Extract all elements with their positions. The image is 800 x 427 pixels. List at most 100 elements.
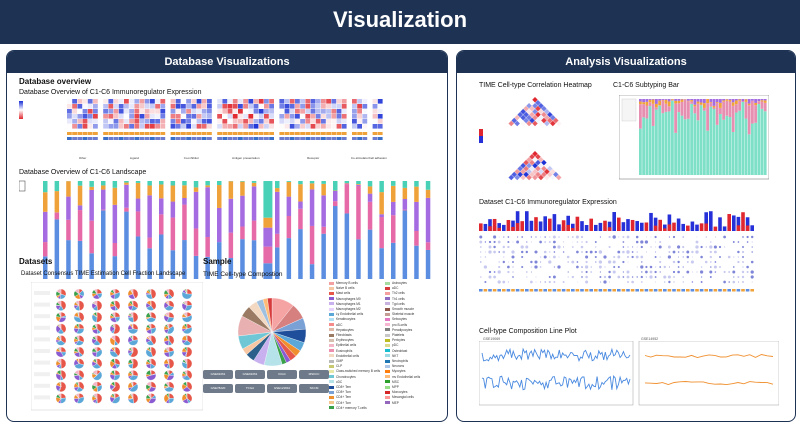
landscape-bar-segment — [333, 181, 338, 191]
fraction-pie-slice — [91, 351, 98, 358]
correlation-cell — [532, 102, 538, 109]
sample-button[interactable]: MSKCC — [299, 370, 329, 379]
correlation-cell — [541, 171, 547, 178]
subtype-bar-segment — [709, 101, 713, 103]
correlation-cell — [526, 174, 532, 181]
subtype-bar-segment — [760, 100, 764, 102]
landscape-bar-segment — [66, 181, 71, 197]
sample-button[interactable]: TCGA — [235, 384, 265, 393]
legend-entry: Chondrocytes — [329, 375, 356, 379]
expression-annotation-cell — [690, 289, 695, 292]
landscape-bar-segment — [205, 187, 210, 238]
fraction-pie-slice — [78, 323, 85, 330]
legend-label: mv Endothelial cells — [392, 374, 421, 379]
heatmap-category-label: Ligand — [130, 156, 139, 160]
expression-dot — [493, 250, 496, 254]
expression-dot — [480, 261, 482, 263]
expression-dot — [751, 251, 753, 253]
heatmap-cell — [186, 104, 191, 109]
expression-dot — [566, 255, 570, 259]
subtype-bar-segment — [731, 105, 735, 133]
expression-annotation-cell — [630, 289, 635, 292]
fraction-pie-slice — [165, 312, 170, 318]
sample-button[interactable]: GSE91061 — [203, 370, 233, 379]
heatmap-cell — [377, 99, 383, 104]
expression-dot — [520, 250, 524, 254]
landscape-bar-segment — [101, 210, 106, 279]
heatmap-cell — [77, 114, 83, 119]
heatmap-cell — [253, 119, 259, 124]
heatmap-cell — [67, 109, 72, 114]
landscape-bar-segment — [344, 181, 350, 184]
expression-top-bar — [704, 223, 708, 231]
heatmap-cell — [201, 99, 207, 104]
expression-annotation-cell — [663, 289, 667, 292]
landscape-bar-segment — [54, 219, 60, 279]
line-plot-left-frame — [479, 341, 634, 406]
expression-dot — [672, 235, 676, 239]
expression-dot — [562, 251, 565, 253]
pie-grid-row-label — [34, 372, 50, 377]
expression-dot — [571, 275, 574, 279]
expression-dot — [677, 260, 680, 264]
correlation-cell — [511, 171, 517, 178]
line-series — [481, 375, 631, 391]
expression-dot — [668, 236, 670, 238]
heatmap-annotation-cell — [269, 137, 274, 140]
expression-dot — [521, 236, 524, 238]
subtype-bar-segment — [687, 118, 690, 175]
correlation-cell — [544, 108, 550, 115]
heatmap-annotation-cell — [279, 137, 285, 140]
heatmap-cell — [186, 119, 191, 124]
expression-dot — [599, 236, 602, 238]
correlation-cell — [550, 120, 556, 127]
legend-entry: Th2 cells — [385, 291, 405, 295]
expression-dot — [659, 240, 662, 244]
heatmap-cell — [352, 114, 357, 119]
legend-label: Macrophages M2 — [336, 307, 361, 311]
expression-top-bar — [617, 217, 621, 231]
landscape-bar-segment — [228, 198, 234, 233]
expression-dot — [581, 271, 583, 273]
sample-button[interactable]: GSE121810 — [267, 384, 297, 393]
expression-dot — [544, 241, 547, 243]
expression-dot — [608, 235, 611, 239]
heatmap-annotation-cell — [269, 132, 274, 135]
expression-dot — [503, 256, 505, 258]
expression-top-bar — [745, 225, 750, 231]
heatmap-cell — [108, 109, 114, 114]
sample-button[interactable]: GSE91061 — [235, 370, 265, 379]
heatmap-cell — [300, 124, 305, 129]
subtype-bar-segment — [703, 107, 706, 111]
correlation-cell — [556, 120, 562, 127]
expression-dot — [553, 266, 555, 268]
expression-dot — [710, 241, 712, 243]
correlation-cell — [553, 117, 559, 124]
expression-annotation-cell — [709, 289, 713, 292]
expression-dot — [581, 276, 583, 278]
expression-dot — [585, 270, 588, 274]
landscape-bar-segment — [124, 184, 129, 208]
correlation-cell — [532, 162, 538, 169]
expression-dot — [571, 260, 575, 264]
heatmap-cell — [108, 124, 114, 129]
expression-dot — [488, 245, 492, 249]
sample-button[interactable]: ICGC — [267, 370, 297, 379]
heatmap-cell — [238, 119, 243, 124]
heatmap-cell — [155, 119, 160, 124]
subtype-bar-segment — [658, 99, 661, 101]
sample-button[interactable]: GSE78220 — [203, 384, 233, 393]
expression-dot — [635, 235, 639, 239]
legend-label: Macrophages M1 — [336, 301, 361, 306]
expression-dot — [539, 240, 542, 244]
heatmap-cell — [336, 119, 342, 124]
heatmap-annotation-cell — [170, 137, 176, 140]
landscape-bar-segment — [275, 247, 280, 279]
heatmap-cell — [201, 119, 207, 124]
sample-button[interactable]: SKCM — [299, 384, 329, 393]
heatmap-cell — [372, 124, 378, 129]
heatmap-annotation-cell — [264, 137, 269, 140]
correlation-cell — [523, 171, 529, 178]
legend-entry: Memory B cells — [329, 281, 358, 285]
heatmap-color-legend — [19, 101, 23, 119]
